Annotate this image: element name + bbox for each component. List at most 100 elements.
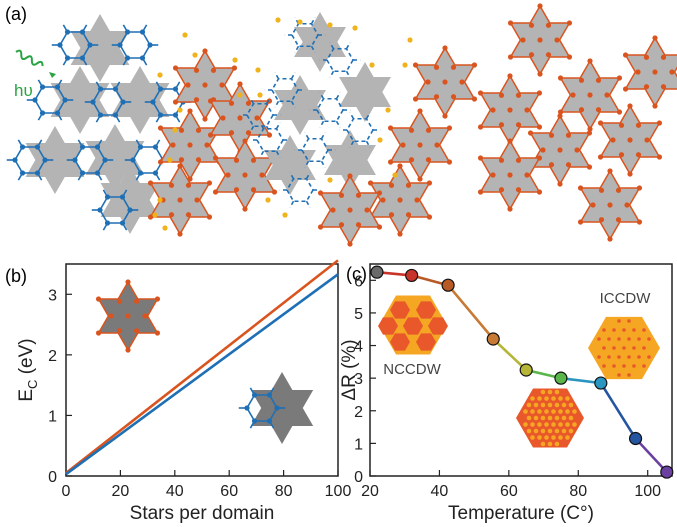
atom (194, 197, 200, 203)
ccdw-dot (565, 396, 570, 401)
atom (237, 115, 243, 121)
ccdw-dot (554, 389, 560, 395)
atom (498, 157, 505, 163)
net-atom (152, 144, 159, 150)
ccdw-dot (551, 435, 556, 440)
atom (355, 222, 362, 228)
atom (507, 54, 514, 60)
nccdw-label: NCCDW (383, 361, 441, 378)
chart-b-xtick-label: 80 (275, 483, 293, 500)
chart-b-xlabel: Stars per domain (130, 503, 275, 524)
atom (459, 79, 465, 85)
atom (627, 103, 633, 109)
ccdw-dot (537, 409, 542, 414)
ccdw-dot (530, 435, 535, 440)
atom (147, 180, 154, 186)
net-atom (104, 220, 111, 226)
ccdw-dot (523, 422, 528, 427)
net-bond (274, 100, 280, 108)
iccdw-dot (612, 364, 616, 368)
atom (133, 298, 140, 304)
ccdw-dot (554, 428, 560, 434)
net-atom (147, 42, 153, 48)
atom (108, 313, 114, 319)
atom (400, 142, 406, 148)
atom (202, 48, 208, 54)
ccdw-dot (547, 441, 553, 447)
net-atom (104, 194, 111, 200)
chart-c-point (519, 363, 533, 377)
yellow-atom (407, 37, 413, 43)
atom (537, 37, 543, 43)
yellow-atom (255, 67, 261, 73)
chart-c-point (554, 371, 568, 385)
chart-b-ytick-label: 2 (48, 348, 57, 365)
chart-c-segment (447, 284, 495, 340)
atom (376, 190, 383, 196)
net-bond (249, 97, 255, 105)
ccdw-dot (547, 415, 553, 421)
ccdw-dot (568, 402, 574, 408)
chart-b-xtick-label: 20 (112, 483, 130, 500)
net-bond (259, 150, 265, 158)
iccdw-dot (622, 346, 626, 350)
atom (652, 69, 658, 75)
ccdw-dot (526, 415, 532, 421)
atom (597, 154, 604, 160)
net-atom (137, 170, 144, 176)
atom (125, 313, 131, 319)
chart-b-ytick-label: 1 (48, 408, 57, 425)
atom (537, 3, 543, 9)
net-bond (304, 160, 310, 168)
iccdw-dot (617, 337, 621, 341)
atom (578, 107, 585, 113)
ccdw-dot (551, 409, 556, 414)
chart-c: 20 40 60 80 100 0 1 2 3 4 5 6 Temperature (C°) ΔR (… (339, 263, 674, 524)
net-atom (119, 220, 126, 226)
atom (624, 202, 630, 208)
chart-c-point (594, 376, 608, 390)
atom (577, 185, 584, 191)
nccdw-domain (428, 317, 448, 335)
atom (615, 217, 622, 223)
net-bond (304, 132, 310, 140)
iccdw-dot (637, 355, 641, 359)
atom (408, 127, 415, 133)
net-atom (34, 144, 41, 150)
iccdw-dot (617, 319, 621, 323)
net-atom (130, 157, 136, 163)
iccdw-dot (602, 346, 606, 350)
atom (477, 124, 484, 130)
atom (450, 94, 457, 100)
atom (557, 109, 564, 115)
atom (347, 241, 353, 247)
atom (636, 185, 643, 191)
chart-c-ytick-label: 5 (354, 306, 363, 323)
iccdw-label: ICCDW (600, 290, 652, 307)
net-atom (244, 405, 250, 411)
net-atom (139, 55, 146, 61)
atom (178, 157, 185, 163)
net-atom (112, 86, 119, 92)
iccdw-dot (622, 364, 626, 368)
yellow-atom (192, 52, 198, 58)
atom (170, 142, 176, 148)
net-atom (19, 144, 26, 150)
net-bond (349, 112, 355, 120)
atom (259, 172, 265, 178)
atom (417, 176, 423, 182)
atom (397, 231, 403, 237)
ccdw-dot (572, 422, 577, 427)
yellow-atom (385, 107, 391, 113)
yellow-atom (152, 212, 158, 218)
atom (433, 94, 440, 100)
net-atom (79, 170, 86, 176)
net-atom (117, 42, 123, 48)
atom (317, 190, 324, 196)
atom (347, 173, 353, 179)
ccdw-dot (544, 409, 549, 414)
atom (408, 157, 415, 163)
atom (660, 84, 667, 90)
iccdw-dot (607, 337, 611, 341)
